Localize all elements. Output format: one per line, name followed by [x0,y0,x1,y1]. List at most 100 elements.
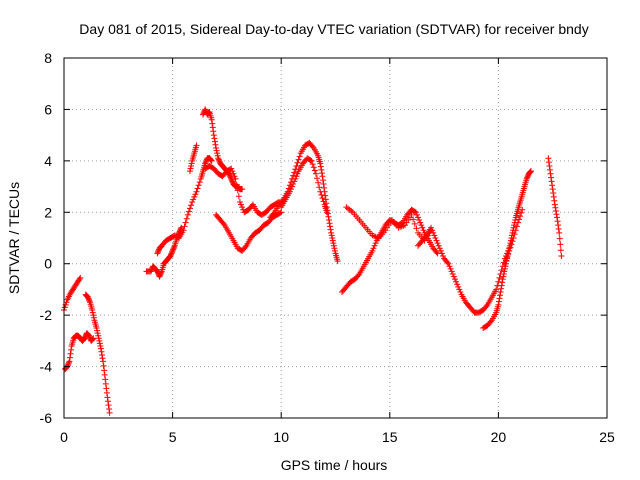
data-point [517,213,524,220]
data-point [554,218,561,225]
data-point [317,188,324,195]
data-point [318,166,325,173]
x-tick-label: 15 [382,429,398,445]
data-point [330,240,337,247]
data-point [239,186,246,193]
data-point [154,250,161,257]
data-point [99,352,106,358]
data-point [192,191,199,198]
data-point [422,233,429,240]
data-point [171,244,178,250]
data-point [372,240,379,247]
data-point [456,286,463,293]
data-point [296,153,303,160]
data-point [508,241,515,248]
data-point [310,164,317,171]
chart-title: Day 081 of 2015, Sidereal Day-to-day VTE… [79,21,588,37]
data-point [97,345,104,352]
data-point [193,142,200,149]
data-point [556,235,563,242]
data-point [234,187,241,194]
data-point [270,210,277,217]
data-point [527,168,534,175]
data-point [84,294,91,301]
data-point [290,181,297,187]
data-point [85,332,92,339]
data-point [102,380,109,387]
data-point [527,168,534,175]
y-tick-label: 4 [44,153,52,169]
data-point [511,222,518,229]
data-point [66,358,73,365]
data-point [158,269,165,276]
data-point [216,157,223,164]
data-point [318,170,325,177]
data-point [77,274,84,281]
data-point [85,296,92,303]
data-point [157,271,164,277]
data-point [68,346,75,353]
data-point [292,175,299,182]
data-point [213,147,220,154]
data-point [355,272,362,279]
data-point [410,216,417,223]
data-point [212,141,219,148]
data-point [65,359,72,366]
data-point [242,244,249,250]
data-point [558,253,565,259]
data-point [501,265,508,272]
data-point [180,227,187,234]
grid [64,58,607,418]
data-point [371,242,378,249]
data-point [555,226,562,232]
series-seg11 [278,155,330,216]
data-point [512,217,519,223]
data-point [210,132,217,139]
data-point [453,278,460,285]
data-point [498,285,505,292]
data-point [233,181,240,188]
data-point [104,398,111,405]
data-point [415,214,422,221]
data-point [205,109,212,116]
data-point [189,199,196,205]
data-point [444,259,451,266]
data-point [503,257,510,264]
data-point [323,209,330,216]
data-point [326,220,333,227]
data-point [457,289,464,295]
data-point [229,178,236,185]
data-point [195,182,202,189]
data-point [89,307,96,313]
y-tick-label: -2 [40,307,53,323]
data-point [549,186,556,193]
data-point [519,206,526,213]
x-tick-label: 20 [491,429,507,445]
data-point [314,175,321,182]
data-point [331,247,338,254]
data-point [232,175,239,182]
series-seg2 [62,330,97,373]
data-point [516,216,523,223]
data-point [207,156,214,163]
data-point [186,168,193,175]
data-point [105,402,112,409]
data-point [483,303,490,310]
data-point [328,232,335,239]
data-point [96,337,103,344]
data-point [209,124,216,131]
data-point [97,343,104,349]
data-point [61,304,68,311]
x-tick-label: 0 [60,429,68,445]
data-point [524,173,531,180]
data-point [85,295,92,302]
data-point [496,274,503,281]
data-point [286,188,293,195]
data-point [95,332,102,339]
data-point [94,330,101,337]
data-point [106,409,113,416]
data-point [325,217,332,223]
data-point [155,247,162,254]
data-point [498,282,505,289]
data-point [98,348,105,355]
